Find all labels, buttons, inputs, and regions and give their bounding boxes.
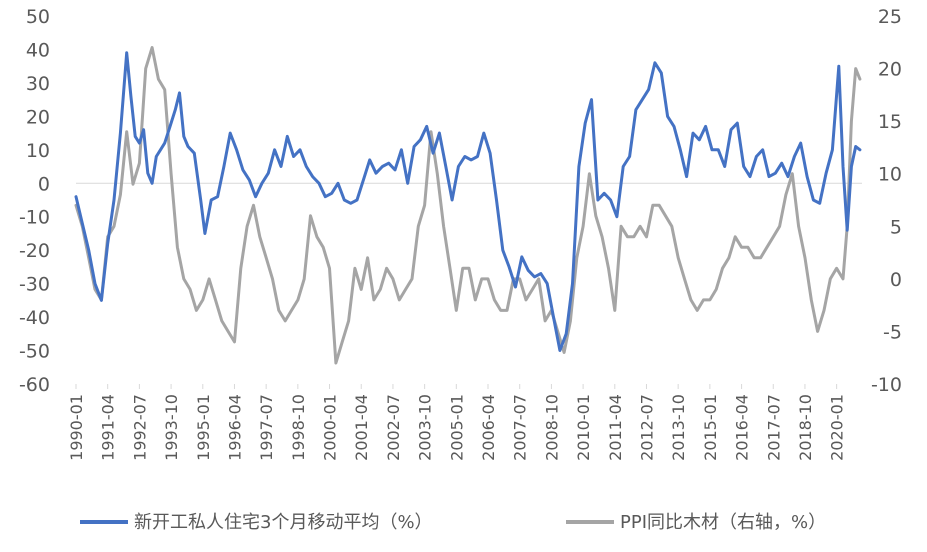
right-y-tick-label: -5 — [883, 321, 902, 343]
x-tick-label: 2010-01 — [574, 394, 593, 461]
right-y-tick-label: 20 — [878, 59, 902, 81]
series-line-housing-starts — [74, 51, 862, 352]
x-tick-label: 2015-01 — [701, 394, 720, 461]
x-tick-label: 1993-10 — [162, 394, 181, 461]
x-tick-label: 1992-07 — [130, 394, 149, 461]
left-y-tick-label: 20 — [26, 106, 50, 128]
x-tick-label: 2020-01 — [828, 394, 847, 461]
left-y-tick-label: 50 — [26, 6, 50, 28]
legend-label-series-1: 新开工私人住宅3个月移动平均（%） — [134, 512, 433, 533]
x-tick-label: 2007-07 — [511, 394, 530, 461]
series-line-ppi-wood — [74, 46, 862, 365]
x-tick-label: 2006-04 — [479, 394, 498, 461]
x-tick-label: 1996-04 — [225, 394, 244, 461]
left-y-tick-label: -60 — [19, 374, 50, 396]
left-y-tick-label: -10 — [19, 207, 50, 229]
right-y-tick-label: 10 — [878, 164, 902, 186]
right-y-tick-label: 25 — [878, 6, 902, 28]
left-y-tick-label: 30 — [26, 73, 50, 95]
right-y-tick-label: 15 — [878, 111, 902, 133]
x-tick-label: 2011-04 — [606, 394, 625, 461]
x-tick-label: 1990-01 — [67, 394, 86, 461]
x-tick-label: 2005-01 — [447, 394, 466, 461]
x-tick-label: 1995-01 — [194, 394, 213, 461]
legend-label-series-2: PPI同比木材（右轴，%） — [620, 512, 826, 533]
x-tick-label: 2018-10 — [796, 394, 815, 461]
x-tick-label: 1998-10 — [289, 394, 308, 461]
left-y-tick-label: -50 — [19, 341, 50, 363]
x-tick-label: 2000-01 — [321, 394, 340, 461]
x-tick-label: 2012-07 — [637, 394, 656, 461]
x-tick-label: 1997-07 — [257, 394, 276, 461]
x-tick-label: 2017-07 — [764, 394, 783, 461]
x-tick-label: 2016-04 — [733, 394, 752, 461]
right-y-axis: 25 20 15 10 5 0 -5 -10 — [871, 6, 902, 396]
x-axis: 1990-01 1991-04 1992-07 1993-10 1995-01 1996-… — [67, 384, 847, 461]
x-tick-label: 2003-10 — [416, 394, 435, 461]
x-tick-label: 2013-10 — [669, 394, 688, 461]
x-tick-label: 2002-07 — [384, 394, 403, 461]
right-y-tick-label: 0 — [890, 269, 902, 291]
x-tick-label: 2001-04 — [352, 394, 371, 461]
left-y-tick-label: -20 — [19, 240, 50, 262]
right-y-tick-label: -10 — [871, 374, 902, 396]
left-y-tick-label: 0 — [38, 173, 50, 195]
x-tick-label: 1991-04 — [99, 394, 118, 461]
right-y-tick-label: 5 — [890, 216, 902, 238]
legend: 新开工私人住宅3个月移动平均（%） PPI同比木材（右轴，%） — [80, 512, 826, 533]
left-y-tick-label: 40 — [26, 39, 50, 61]
left-y-tick-label: 10 — [26, 140, 50, 162]
left-y-tick-label: -30 — [19, 274, 50, 296]
left-y-axis: 50 40 30 20 10 0 -10 -20 -30 -40 -50 -60 — [19, 6, 50, 396]
left-y-tick-label: -40 — [19, 307, 50, 329]
plot-area — [74, 46, 862, 365]
x-tick-label: 2008-10 — [542, 394, 561, 461]
